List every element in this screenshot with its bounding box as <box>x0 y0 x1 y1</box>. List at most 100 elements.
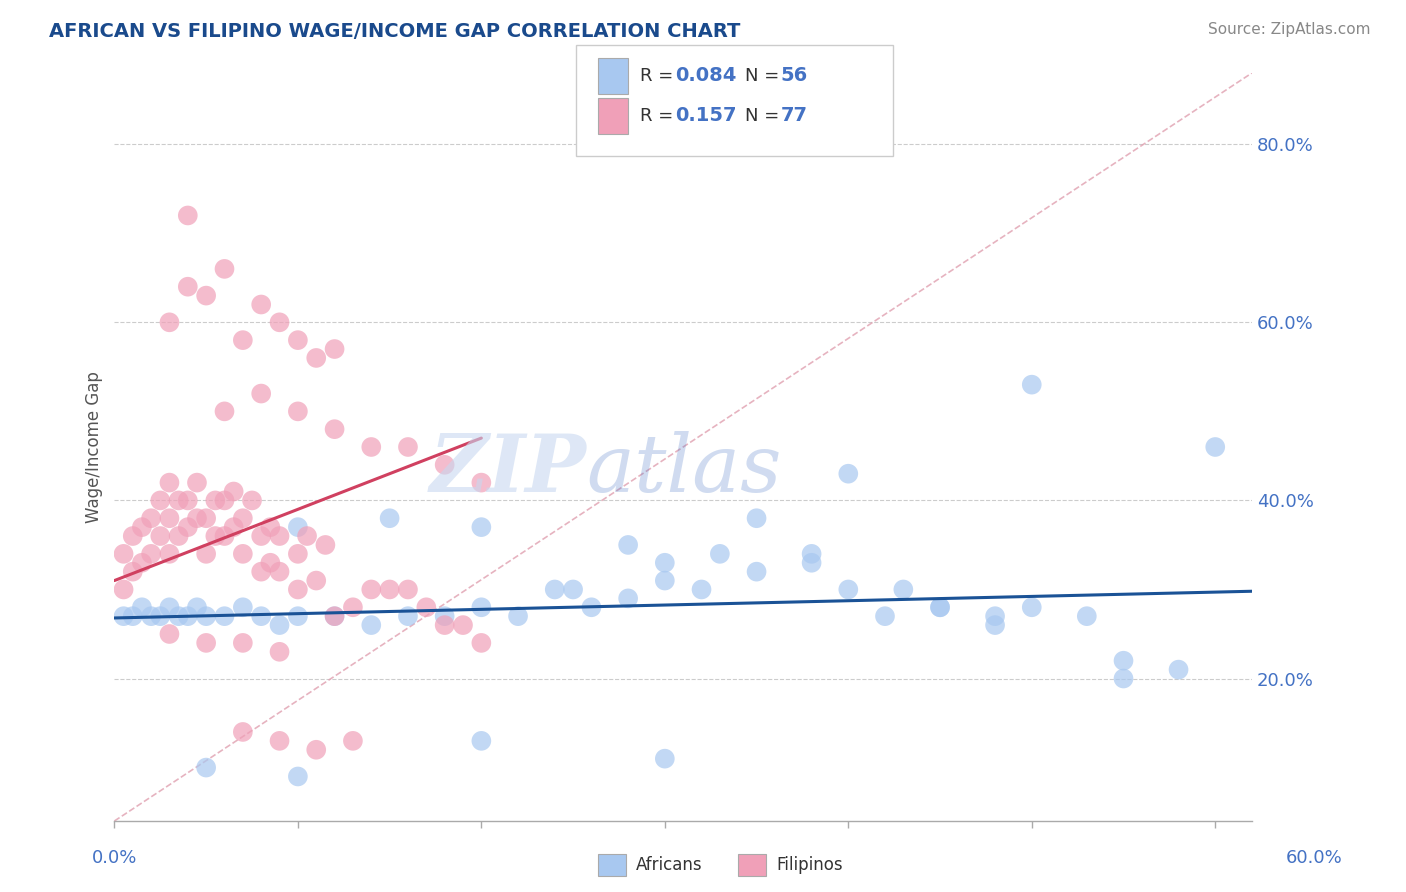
Point <box>222 484 245 499</box>
Point <box>1112 672 1135 686</box>
Point <box>177 279 200 293</box>
Point <box>342 600 364 615</box>
Point <box>451 618 474 632</box>
Point <box>121 609 143 624</box>
Text: atlas: atlas <box>586 431 782 508</box>
Point <box>654 556 676 570</box>
Point <box>323 609 346 624</box>
Point <box>287 609 309 624</box>
Point <box>709 547 731 561</box>
Point <box>470 520 492 534</box>
Point <box>690 582 713 597</box>
Point <box>470 734 492 748</box>
Point <box>232 725 254 739</box>
Text: Filipinos: Filipinos <box>776 856 842 874</box>
Text: 0.0%: 0.0% <box>91 849 136 867</box>
Text: Africans: Africans <box>636 856 702 874</box>
Point <box>195 511 218 525</box>
Point <box>269 734 291 748</box>
Point <box>305 351 328 365</box>
Point <box>167 529 190 543</box>
Point <box>378 582 401 597</box>
Point <box>195 609 218 624</box>
Point <box>470 600 492 615</box>
Point <box>159 511 181 525</box>
Point <box>232 333 254 347</box>
Point <box>186 511 208 525</box>
Point <box>295 529 318 543</box>
Point <box>837 582 859 597</box>
Point <box>654 752 676 766</box>
Point <box>506 609 529 624</box>
Point <box>177 209 200 223</box>
Text: Source: ZipAtlas.com: Source: ZipAtlas.com <box>1208 22 1371 37</box>
Point <box>470 475 492 490</box>
Point <box>287 333 309 347</box>
Point <box>1021 377 1043 392</box>
Point <box>177 609 200 624</box>
Point <box>232 511 254 525</box>
Point <box>222 520 245 534</box>
Point <box>837 467 859 481</box>
Point <box>891 582 914 597</box>
Point <box>360 582 382 597</box>
Point <box>177 493 200 508</box>
Point <box>396 582 419 597</box>
Point <box>159 627 181 641</box>
Point <box>139 547 162 561</box>
Point <box>177 520 200 534</box>
Point <box>929 600 952 615</box>
Point <box>240 493 263 508</box>
Point <box>581 600 603 615</box>
Point <box>800 547 823 561</box>
Point <box>139 511 162 525</box>
Point <box>1021 600 1043 615</box>
Point <box>654 574 676 588</box>
Point <box>287 520 309 534</box>
Point <box>323 422 346 436</box>
Point <box>167 609 190 624</box>
Point <box>232 636 254 650</box>
Text: 77: 77 <box>780 106 807 126</box>
Text: 56: 56 <box>780 66 807 86</box>
Point <box>433 609 456 624</box>
Point <box>800 556 823 570</box>
Point <box>167 493 190 508</box>
Point <box>195 547 218 561</box>
Point <box>1204 440 1226 454</box>
Point <box>544 582 567 597</box>
Text: 0.084: 0.084 <box>675 66 737 86</box>
Point <box>360 440 382 454</box>
Point <box>269 529 291 543</box>
Text: N =: N = <box>745 107 785 125</box>
Point <box>259 556 281 570</box>
Point <box>195 288 218 302</box>
Point <box>121 529 143 543</box>
Point <box>470 636 492 650</box>
Point <box>873 609 896 624</box>
Point <box>121 565 143 579</box>
Point <box>1167 663 1189 677</box>
Point <box>617 591 640 606</box>
Point <box>112 609 135 624</box>
Point <box>250 297 273 311</box>
Point <box>433 458 456 472</box>
Point <box>259 520 281 534</box>
Point <box>617 538 640 552</box>
Point <box>112 582 135 597</box>
Point <box>149 493 172 508</box>
Point <box>360 618 382 632</box>
Point <box>323 609 346 624</box>
Point <box>287 404 309 418</box>
Point <box>139 609 162 624</box>
Point <box>131 600 153 615</box>
Text: ZIP: ZIP <box>430 431 586 508</box>
Point <box>112 547 135 561</box>
Point <box>745 565 768 579</box>
Point <box>214 261 236 276</box>
Point <box>159 315 181 329</box>
Point <box>214 404 236 418</box>
Y-axis label: Wage/Income Gap: Wage/Income Gap <box>86 371 103 523</box>
Point <box>186 600 208 615</box>
Point <box>287 769 309 783</box>
